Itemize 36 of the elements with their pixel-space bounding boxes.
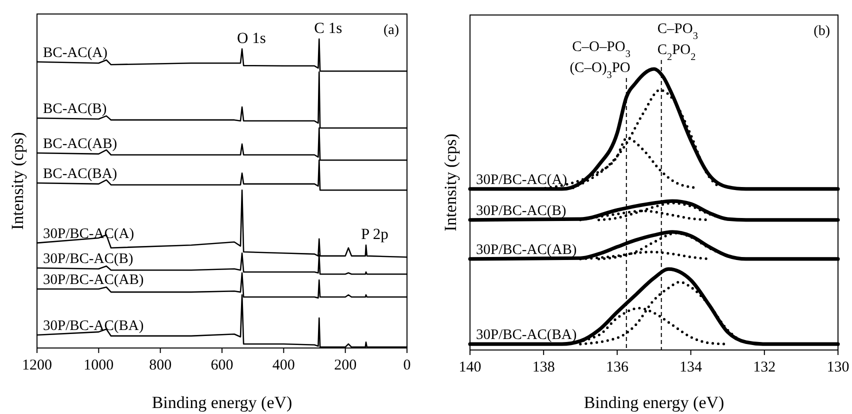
series-label: 30P/BC-AC(BA) [43,318,144,334]
series-label: 30P/BC-AC(B) [43,250,134,267]
x-axis-title: Binding energy (eV) [584,393,724,412]
x-tick-label: 1000 [84,358,114,374]
series-label: BC-AC(AB) [43,136,118,152]
annotation: P 2p [360,226,389,244]
annotation: C 1s [314,20,342,37]
series-label: BC-AC(A) [43,44,108,61]
x-tick-label: 130 [826,360,850,376]
x-tick-label: 132 [753,360,776,376]
x-tick-label: 0 [403,358,411,374]
x-tick-label: 140 [458,360,482,376]
series-label: 30P/BC-AC(AB) [476,242,577,258]
series-label: 30P/BC-AC(AB) [43,272,144,288]
y-axis-title: Intensity (cps) [441,134,460,232]
annotation: O 1s [237,30,266,47]
x-tick-label: 200 [334,358,357,374]
x-tick-label: 134 [680,360,703,376]
series-label: BC-AC(B) [43,101,107,118]
text: (b) [814,24,830,39]
text: C–O–PO$_{3}$ (C–O)$_{3}$PO [570,39,630,80]
x-tick-label: 400 [272,358,295,374]
y-axis-title: Intensity (cps) [8,132,27,230]
x-tick-label: 1200 [22,358,52,374]
x-tick-label: 600 [210,358,234,374]
text: C–PO$_{3}$ C$_{2}$PO$_{2}$ [657,21,698,62]
x-tick-label: 800 [149,358,172,374]
series-label: 30P/BC-AC(B) [476,202,566,219]
series-label: 30P/BC-AC(BA) [476,327,577,344]
x-tick-label: 138 [532,360,555,376]
x-axis-title: Binding energy (eV) [152,393,292,412]
series-label: BC-AC(BA) [43,166,118,182]
series-label: 30P/BC-AC(A) [476,172,568,188]
text: (a) [383,23,400,38]
series-label: 30P/BC-AC(A) [43,226,134,242]
x-tick-label: 136 [606,360,629,376]
